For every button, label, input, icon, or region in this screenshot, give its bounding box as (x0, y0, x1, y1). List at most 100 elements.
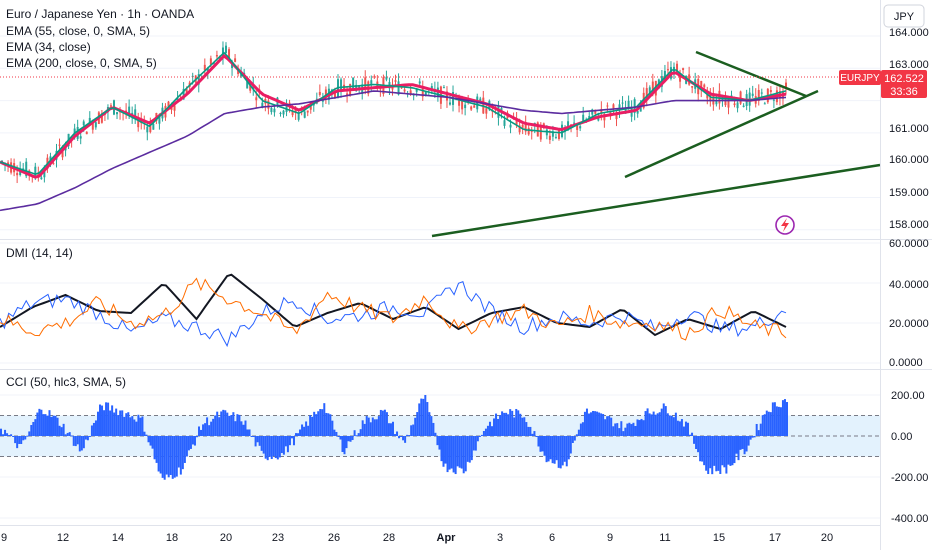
candle-body (364, 77, 367, 89)
cci-bar (60, 427, 63, 436)
cci-bar (123, 416, 126, 436)
cci-bar (256, 436, 259, 443)
cci-bar (486, 425, 489, 436)
cci-bar (159, 436, 162, 474)
price-axis[interactable]: 164.000 163.000 161.000 160.000 159.000 … (889, 27, 929, 231)
cci-bar (315, 414, 318, 436)
triangle-upper-trendline (695, 50, 807, 98)
currency-button[interactable]: JPY (883, 4, 925, 28)
cci-bar (592, 410, 595, 436)
candle-body (760, 92, 763, 94)
candle-body (137, 120, 140, 128)
cci-bar (743, 436, 746, 455)
candle-body (582, 114, 585, 122)
cci-bar (786, 402, 788, 436)
candle-body (340, 79, 343, 93)
cci-bar (460, 436, 463, 469)
cci-bar (717, 436, 720, 471)
cci-bar (674, 412, 677, 436)
candle-body (352, 77, 355, 91)
cci-bar (169, 436, 172, 476)
time-tick-label: 15 (713, 532, 725, 544)
price-tick-160: 160.000 (889, 154, 929, 166)
candle-body (763, 103, 766, 105)
cci-bar (349, 436, 352, 442)
cci-axis[interactable]: 200.00 0.00 -200.00 -400.00 (891, 390, 928, 525)
cci-bar (311, 416, 314, 436)
cci-bar (274, 436, 277, 459)
cci-bar (363, 423, 366, 436)
dmi-axis[interactable]: 60.0000 40.0000 20.0000 0.0000 (889, 238, 929, 369)
cci-bar (171, 436, 174, 479)
cci-bar (585, 408, 588, 436)
flash-icon[interactable] (775, 215, 795, 235)
candle-body (715, 99, 718, 105)
cci-bar (693, 436, 696, 444)
time-tick-label: 6 (549, 532, 555, 544)
cci-bar (254, 436, 257, 447)
cci-bar (571, 436, 574, 444)
cci-bar (381, 410, 384, 436)
cci-bar (456, 436, 459, 467)
cci-bar (541, 436, 544, 452)
dmi-layer (0, 273, 787, 348)
price-tick-163: 163.000 (889, 59, 929, 71)
cci-bar (143, 431, 146, 436)
cci-bar (335, 431, 338, 436)
cci-bar (691, 432, 694, 436)
cci-bar (751, 436, 754, 438)
candle-body (709, 94, 712, 102)
cci-bar (715, 436, 718, 472)
cci-bar (52, 415, 55, 436)
candle-body (324, 89, 327, 98)
cci-bar (711, 436, 714, 475)
cci-bar (367, 417, 370, 436)
price-tick-164: 164.000 (889, 27, 929, 39)
candle-body (424, 91, 427, 96)
cci-bar (204, 423, 207, 436)
candle-body (394, 80, 397, 82)
time-tick-label: Apr (437, 532, 457, 544)
cci-bar (64, 434, 67, 436)
cci-bar (573, 436, 576, 441)
cci-bar (606, 416, 609, 436)
cci-bar (127, 412, 130, 436)
time-tick-label: 3 (497, 532, 503, 544)
cci-bar (54, 415, 57, 436)
cci-bar (400, 436, 403, 437)
cci-bar (96, 411, 99, 436)
cci-bar (224, 410, 227, 436)
cci-bar (8, 434, 11, 436)
candle-body (527, 127, 530, 135)
candle-body (579, 126, 582, 129)
cci-bar (32, 421, 35, 436)
cci-bar (86, 436, 89, 441)
cci-bar (343, 436, 346, 455)
cci-bar (529, 426, 532, 436)
cci-bar (668, 415, 671, 436)
cci-bar (676, 420, 679, 436)
candle-body (273, 108, 276, 113)
cci-bar (353, 430, 356, 436)
cci-bar (495, 413, 498, 436)
trendlines[interactable] (431, 50, 881, 238)
cci-bar (569, 436, 572, 454)
cci-bar (579, 423, 582, 436)
candle-body (597, 118, 600, 121)
candle-body (421, 87, 424, 97)
cci-bar (260, 436, 263, 451)
cci-bar (288, 436, 291, 446)
candle-body (676, 63, 679, 72)
candle-body (636, 110, 639, 114)
cci-bar (622, 431, 625, 436)
cci-bar (337, 436, 340, 437)
cci-bar (628, 422, 631, 436)
cci-bar (713, 436, 716, 466)
time-axis[interactable]: 9 12 14 18 20 23 26 28 Apr 3 6 9 11 15 17 20 (1, 532, 833, 544)
cci-bar (56, 417, 59, 436)
cci-bar (206, 417, 209, 436)
candle-body (52, 163, 55, 165)
symbol-title: Euro / Japanese Yen · 1h · OANDA (6, 7, 194, 21)
cci-bar (319, 409, 322, 436)
